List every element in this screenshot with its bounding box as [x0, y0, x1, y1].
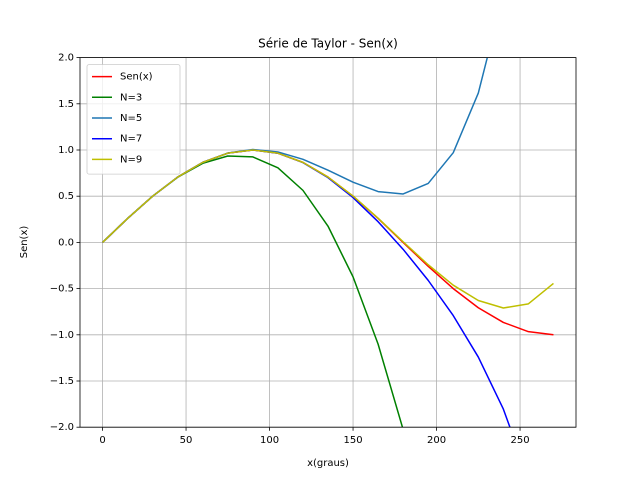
x-tick-label: 0	[99, 435, 105, 446]
legend-label: N=3	[120, 92, 142, 103]
x-axis-label: x(graus)	[307, 458, 349, 469]
y-tick-label: −1.5	[50, 376, 74, 387]
x-tick-label: 200	[427, 435, 446, 446]
y-tick-label: −2.0	[50, 422, 74, 433]
y-tick-label: 1.5	[58, 99, 74, 110]
line-series	[102, 149, 554, 309]
plot-area	[102, 57, 554, 428]
y-tick-label: −0.5	[50, 284, 74, 295]
y-axis-label: Sen(x)	[19, 226, 30, 259]
legend-label: N=9	[120, 154, 142, 165]
y-tick-label: 0.0	[58, 237, 74, 248]
x-tick-label: 150	[344, 435, 363, 446]
y-tick-label: 2.0	[58, 53, 74, 64]
axes-frame	[79, 57, 577, 428]
legend-label: Sen(x)	[120, 72, 153, 83]
x-tick-label: 50	[180, 435, 193, 446]
x-tick-label: 250	[511, 435, 530, 446]
y-tick-label: 0.5	[58, 191, 74, 202]
x-tick-label: 100	[260, 435, 279, 446]
legend-box	[86, 64, 181, 175]
chart-title: Série de Taylor - Sen(x)	[258, 37, 398, 51]
legend-label: N=7	[120, 134, 142, 145]
y-tick-label: 1.0	[58, 145, 74, 156]
y-tick-label: −1.0	[50, 330, 74, 341]
legend-label: N=5	[120, 113, 142, 124]
